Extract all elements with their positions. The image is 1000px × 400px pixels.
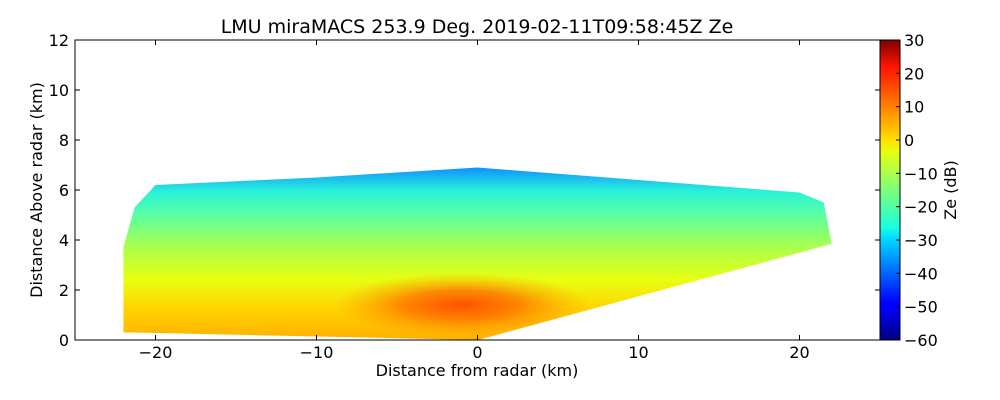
x-tick-label: 20 xyxy=(789,343,809,362)
y-tick-label: 0 xyxy=(59,331,69,350)
x-tick-label: 0 xyxy=(472,343,482,362)
x-tick-label: −10 xyxy=(300,343,334,362)
colorbar-tick-label: −40 xyxy=(904,264,938,283)
reflectivity-core xyxy=(332,272,591,338)
colorbar-tick-label: −20 xyxy=(904,198,938,217)
y-axis: 0 2 4 6 8 10 12 xyxy=(49,31,880,350)
colorbar-tick-label: −50 xyxy=(904,298,938,317)
x-axis: −20 −10 0 10 20 xyxy=(139,40,810,362)
x-axis-title: Distance from radar (km) xyxy=(376,361,579,380)
colorbar-tick-label: 10 xyxy=(904,98,924,117)
plot-area: −20 −10 0 10 20 0 2 4 6 8 10 12 xyxy=(49,31,881,362)
colorbar-tick-label: −60 xyxy=(904,331,938,350)
colorbar-tick-label: −10 xyxy=(904,164,938,183)
colorbar-tick-label: 20 xyxy=(904,64,924,83)
colorbar-tick-label: 0 xyxy=(904,131,914,150)
colorbar-tick-label: 30 xyxy=(904,31,924,50)
y-tick-label: 6 xyxy=(59,181,69,200)
x-tick-label: 10 xyxy=(628,343,648,362)
y-tick-label: 4 xyxy=(59,231,69,250)
y-tick-label: 2 xyxy=(59,281,69,300)
colorbar-tick-label: −30 xyxy=(904,231,938,250)
x-tick-label: −20 xyxy=(139,343,173,362)
colorbar-ticks: 30 20 10 0 −10 −20 −30 −40 −50 −60 xyxy=(896,31,938,350)
colorbar: 30 20 10 0 −10 −20 −30 −40 −50 −60 xyxy=(879,31,938,350)
colorbar-title: Ze (dB) xyxy=(941,160,960,220)
y-tick-label: 10 xyxy=(49,81,69,100)
colorbar-scale xyxy=(879,39,901,341)
y-tick-label: 8 xyxy=(59,131,69,150)
y-axis-title: Distance Above radar (km) xyxy=(27,82,46,298)
y-tick-label: 12 xyxy=(49,31,69,50)
chart-title: LMU miraMACS 253.9 Deg. 2019-02-11T09:58… xyxy=(221,16,734,38)
